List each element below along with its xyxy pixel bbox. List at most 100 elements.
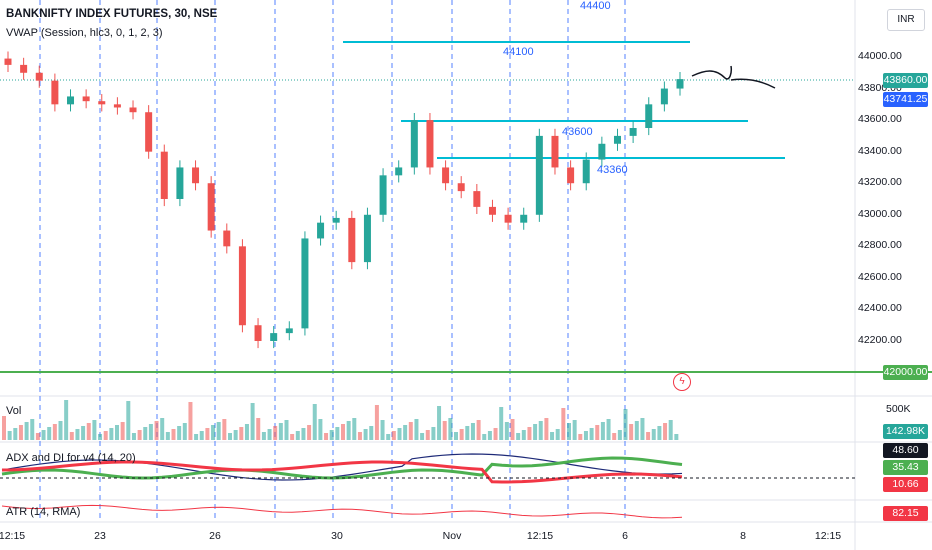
time-axis-label: 12:15 <box>0 530 26 542</box>
volume-label[interactable]: Vol <box>6 405 22 417</box>
minus-di-line <box>1 460 683 484</box>
volume-bar <box>352 418 357 440</box>
volume-bar <box>663 423 668 440</box>
alert-bolt-icon[interactable]: ϟ <box>673 373 691 391</box>
annotation-43600: 43600 <box>562 126 593 138</box>
time-axis-label: 12:15 <box>526 530 554 542</box>
time-axis-label: 30 <box>331 530 343 542</box>
volume-bar <box>657 426 662 440</box>
volume-bar <box>7 431 12 440</box>
volume-bar <box>30 419 35 440</box>
candle <box>67 96 75 105</box>
price-axis-label: 42400.00 <box>858 302 902 315</box>
vwap-indicator-label[interactable]: VWAP (Session, hlc3, 0, 1, 2, 3) <box>6 27 163 39</box>
support-price-tag: 42000.00 <box>883 365 928 380</box>
candle <box>410 120 418 168</box>
volume-bar <box>228 433 232 440</box>
candle <box>129 107 137 113</box>
volume-bar <box>374 405 379 440</box>
volume-bar <box>69 432 74 440</box>
minus-di-tag: 10.66 <box>883 477 928 492</box>
candle <box>145 112 153 152</box>
price-axis-label: 42600.00 <box>858 270 902 283</box>
candle <box>457 183 465 192</box>
volume-bar <box>386 434 391 440</box>
price-axis-label: 43600.00 <box>858 113 902 126</box>
time-axis-label: Nov <box>442 530 462 542</box>
volume-bar <box>487 431 492 440</box>
volume-bar <box>273 426 278 440</box>
volume-bar <box>674 434 679 440</box>
volume-bar <box>137 430 142 440</box>
volume-bar <box>165 432 170 440</box>
volume-bar <box>470 423 475 440</box>
candle <box>238 246 246 326</box>
volume-bar <box>499 407 504 440</box>
volume-bar <box>357 432 362 440</box>
volume-bar <box>578 434 583 440</box>
candle <box>660 88 668 105</box>
adx-line <box>1 453 683 481</box>
volume-bar <box>194 434 199 440</box>
volume-bar <box>606 419 611 440</box>
volume-bar <box>103 431 108 440</box>
candle <box>567 167 575 184</box>
candle <box>598 143 606 160</box>
volume-bar <box>527 427 532 440</box>
volume-bar <box>329 430 334 440</box>
volume-bar <box>651 429 656 440</box>
candle <box>285 328 293 334</box>
volume-bar <box>312 404 317 440</box>
volume-bar <box>18 425 23 440</box>
adx-label[interactable]: ADX and DI for v4 (14, 20) <box>6 452 136 464</box>
volume-bar <box>504 422 509 440</box>
candle <box>270 333 278 341</box>
volume-bar <box>120 422 125 440</box>
volume-bar <box>617 430 622 440</box>
volume-bar <box>115 425 119 440</box>
volume-bar <box>403 425 408 440</box>
price-axis-label: 43400.00 <box>858 144 902 157</box>
volume-bar <box>341 424 345 440</box>
price-axis-label: 44000.00 <box>858 50 902 62</box>
volume-bar <box>131 433 136 440</box>
volume-bar <box>538 421 543 440</box>
volume-bar <box>188 402 193 440</box>
candle <box>473 191 481 207</box>
symbol-title: BANKNIFTY INDEX FUTURES, 30, NSE <box>6 8 218 20</box>
volume-bar <box>307 425 312 440</box>
volume-bar <box>510 419 515 440</box>
volume-bar <box>216 422 221 440</box>
candle <box>98 101 106 105</box>
candle <box>363 214 371 263</box>
volume-bar <box>13 428 18 440</box>
volume-bar <box>668 420 673 440</box>
volume-bar <box>295 431 300 440</box>
atr-label[interactable]: ATR (14, RMA) <box>6 506 81 518</box>
volume-bar <box>182 423 187 440</box>
volume-bar <box>261 432 266 440</box>
volume-bar <box>86 423 91 440</box>
volume-bar <box>318 419 323 440</box>
time-axis-label: 8 <box>740 530 746 542</box>
candle <box>176 167 184 199</box>
volume-bar <box>454 432 458 440</box>
annotation-44400: 44400 <box>580 0 611 12</box>
candle <box>301 238 309 329</box>
vwap-price-tag: 43741.25 <box>883 92 928 107</box>
candle <box>629 128 637 136</box>
volume-bar <box>369 426 374 440</box>
candle <box>348 217 356 263</box>
volume-bar <box>52 424 57 440</box>
candle <box>254 325 262 341</box>
volume-bar <box>391 431 396 440</box>
candle <box>520 214 528 223</box>
volume-bar <box>465 426 470 440</box>
candle <box>613 135 621 144</box>
volume-bar <box>81 426 86 440</box>
volume-axis-label: 500K <box>886 403 911 415</box>
volume-bar <box>431 427 436 440</box>
price-axis-label: 42800.00 <box>858 239 902 252</box>
currency-button[interactable]: INR <box>887 9 925 31</box>
